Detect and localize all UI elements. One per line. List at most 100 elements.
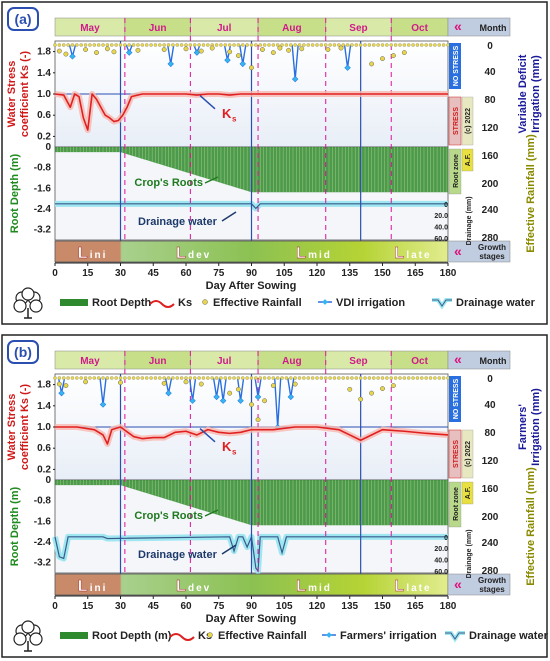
irrigation-tick-label: 80 bbox=[484, 428, 496, 439]
rainfall-point bbox=[161, 380, 167, 386]
rainfall-baseline-dot bbox=[158, 376, 162, 380]
rainfall-baseline-dot bbox=[441, 376, 446, 380]
root-tick-label: -3.2 bbox=[34, 225, 52, 236]
rainfall-point bbox=[198, 48, 204, 54]
drainage-axis-label: Drainage (mm) bbox=[466, 196, 473, 245]
stage-label-sub: late bbox=[406, 250, 431, 261]
stress-tag bbox=[448, 429, 462, 479]
rainfall-baseline-dot bbox=[88, 376, 92, 380]
rainfall-point bbox=[347, 386, 353, 392]
rainfall-baseline-dot bbox=[236, 376, 241, 380]
rainfall-point bbox=[259, 47, 265, 52]
root-tick-label: -0.8 bbox=[34, 496, 52, 507]
rainfall-baseline-dot bbox=[254, 376, 258, 380]
stage-label-sub: mid bbox=[308, 583, 332, 594]
rainfall-baseline-dot bbox=[57, 376, 62, 380]
rainfall-baseline-dot bbox=[66, 376, 70, 380]
panel-letter: (a) bbox=[14, 11, 31, 27]
rainfall-baseline-dot bbox=[402, 376, 407, 380]
irrigation-marker bbox=[291, 75, 299, 83]
irrigation-marker bbox=[193, 49, 201, 56]
ks-tick-label: 0.2 bbox=[37, 464, 51, 475]
rainfall-baseline-dot bbox=[197, 43, 201, 47]
growth-tag-1: Growth bbox=[478, 576, 506, 585]
stage-label-sub: dev bbox=[188, 250, 211, 261]
rainfall-baseline-dot bbox=[92, 376, 97, 380]
ks-annotation-sub: s bbox=[232, 448, 237, 457]
rainfall-baseline-dot bbox=[372, 43, 376, 47]
ks-tick-label: 1.8 bbox=[37, 47, 51, 58]
month-label: Jun bbox=[149, 356, 167, 367]
drainage-axis-label: Drainage (mm) bbox=[466, 529, 473, 578]
x-tick-label: 90 bbox=[246, 268, 258, 279]
rainfall-baseline-dot bbox=[118, 43, 123, 47]
rainfall-baseline-dot bbox=[83, 376, 88, 380]
rainfall-baseline-dot bbox=[184, 43, 188, 47]
panel-b: (b) May Jun Jul Aug Sep Oct « Month 1.8 1.4 1.0 0.6 0… bbox=[1, 334, 549, 658]
cotton-plant-icon bbox=[13, 287, 43, 319]
root-tick-label: -3.2 bbox=[34, 558, 52, 569]
irrigation-tick-label: 40 bbox=[484, 400, 496, 411]
rainfall-baseline-dot bbox=[66, 43, 70, 47]
root-tick-label: 0 bbox=[45, 142, 51, 153]
cotton-boll bbox=[21, 287, 35, 301]
rainfall-baseline-dot bbox=[271, 376, 276, 380]
rainfall-baseline-dot bbox=[219, 43, 223, 47]
rainfall-baseline-dot bbox=[192, 43, 197, 47]
rainfall-baseline-dot bbox=[376, 43, 380, 47]
rainfall-baseline-dot bbox=[232, 43, 236, 47]
rainfall-baseline-dot bbox=[227, 43, 232, 47]
rainfall-point bbox=[325, 47, 331, 52]
x-tick-label: 165 bbox=[407, 268, 424, 279]
x-tick-label: 15 bbox=[82, 268, 94, 279]
rainfall-baseline-dot bbox=[188, 376, 193, 380]
ks-line bbox=[54, 93, 448, 131]
x-tick-label: 165 bbox=[407, 601, 424, 612]
ks-line bbox=[55, 426, 449, 445]
rainfall-baseline-dot bbox=[267, 43, 271, 47]
rainfall-baseline-dot bbox=[83, 43, 88, 47]
rainfall-baseline-dot bbox=[105, 376, 110, 380]
rainfall-baseline-dot bbox=[254, 43, 258, 47]
rainfall-baseline-dot bbox=[149, 376, 153, 380]
growth-tag-2: stages bbox=[479, 252, 505, 261]
month-label: Sep bbox=[349, 356, 367, 367]
ks-annotation-arrow bbox=[199, 428, 216, 443]
rainfall-baseline-dot bbox=[345, 376, 350, 380]
rainfall-baseline-dot bbox=[114, 376, 118, 380]
right-axis-title-rain: Effective Rainfall (mm) bbox=[525, 134, 537, 253]
right-axis-title-irr-1: Variable Deficit bbox=[517, 54, 529, 133]
rainfall-baseline-dot bbox=[363, 43, 367, 47]
rainfall-baseline-dot bbox=[441, 43, 446, 47]
rainfall-baseline-dot bbox=[223, 43, 228, 47]
rainfall-baseline-dot bbox=[428, 43, 433, 47]
legend-label-drain: Drainage water bbox=[469, 630, 549, 642]
x-tick-label: 120 bbox=[309, 601, 326, 612]
rainfall-baseline-dot bbox=[110, 376, 114, 380]
rainfall-baseline-dot bbox=[232, 376, 236, 380]
irrigation-marker bbox=[58, 389, 65, 397]
rainfall-point bbox=[401, 50, 407, 56]
left-axis-title-ks-1: Water Stress bbox=[6, 394, 18, 461]
rainfall-tick-label: 240 bbox=[482, 205, 499, 216]
stage-label: L bbox=[78, 245, 88, 262]
rainfall-baseline-dot bbox=[245, 376, 249, 380]
x-tick-label: 180 bbox=[440, 601, 457, 612]
rainfall-baseline-dot bbox=[70, 43, 75, 47]
rainfall-point bbox=[262, 398, 268, 404]
rainfall-baseline-dot bbox=[284, 376, 289, 380]
x-tick-label: 75 bbox=[213, 601, 225, 612]
rainfall-point bbox=[277, 45, 283, 51]
roots-annotation-arrow bbox=[204, 509, 219, 517]
rainfall-baseline-dot bbox=[306, 376, 311, 380]
irrigation-marker bbox=[224, 56, 231, 64]
no-stress-label: NO STRESS bbox=[453, 45, 460, 86]
rainfall-baseline-dot bbox=[236, 43, 241, 47]
irrigation-marker bbox=[237, 397, 244, 404]
month-label: May bbox=[80, 23, 100, 34]
copyright-label: (c) 2022 bbox=[465, 108, 472, 134]
rainfall-baseline-dot bbox=[184, 376, 188, 380]
rainfall-baseline-dot bbox=[293, 376, 297, 380]
rainfall-point bbox=[56, 381, 62, 387]
